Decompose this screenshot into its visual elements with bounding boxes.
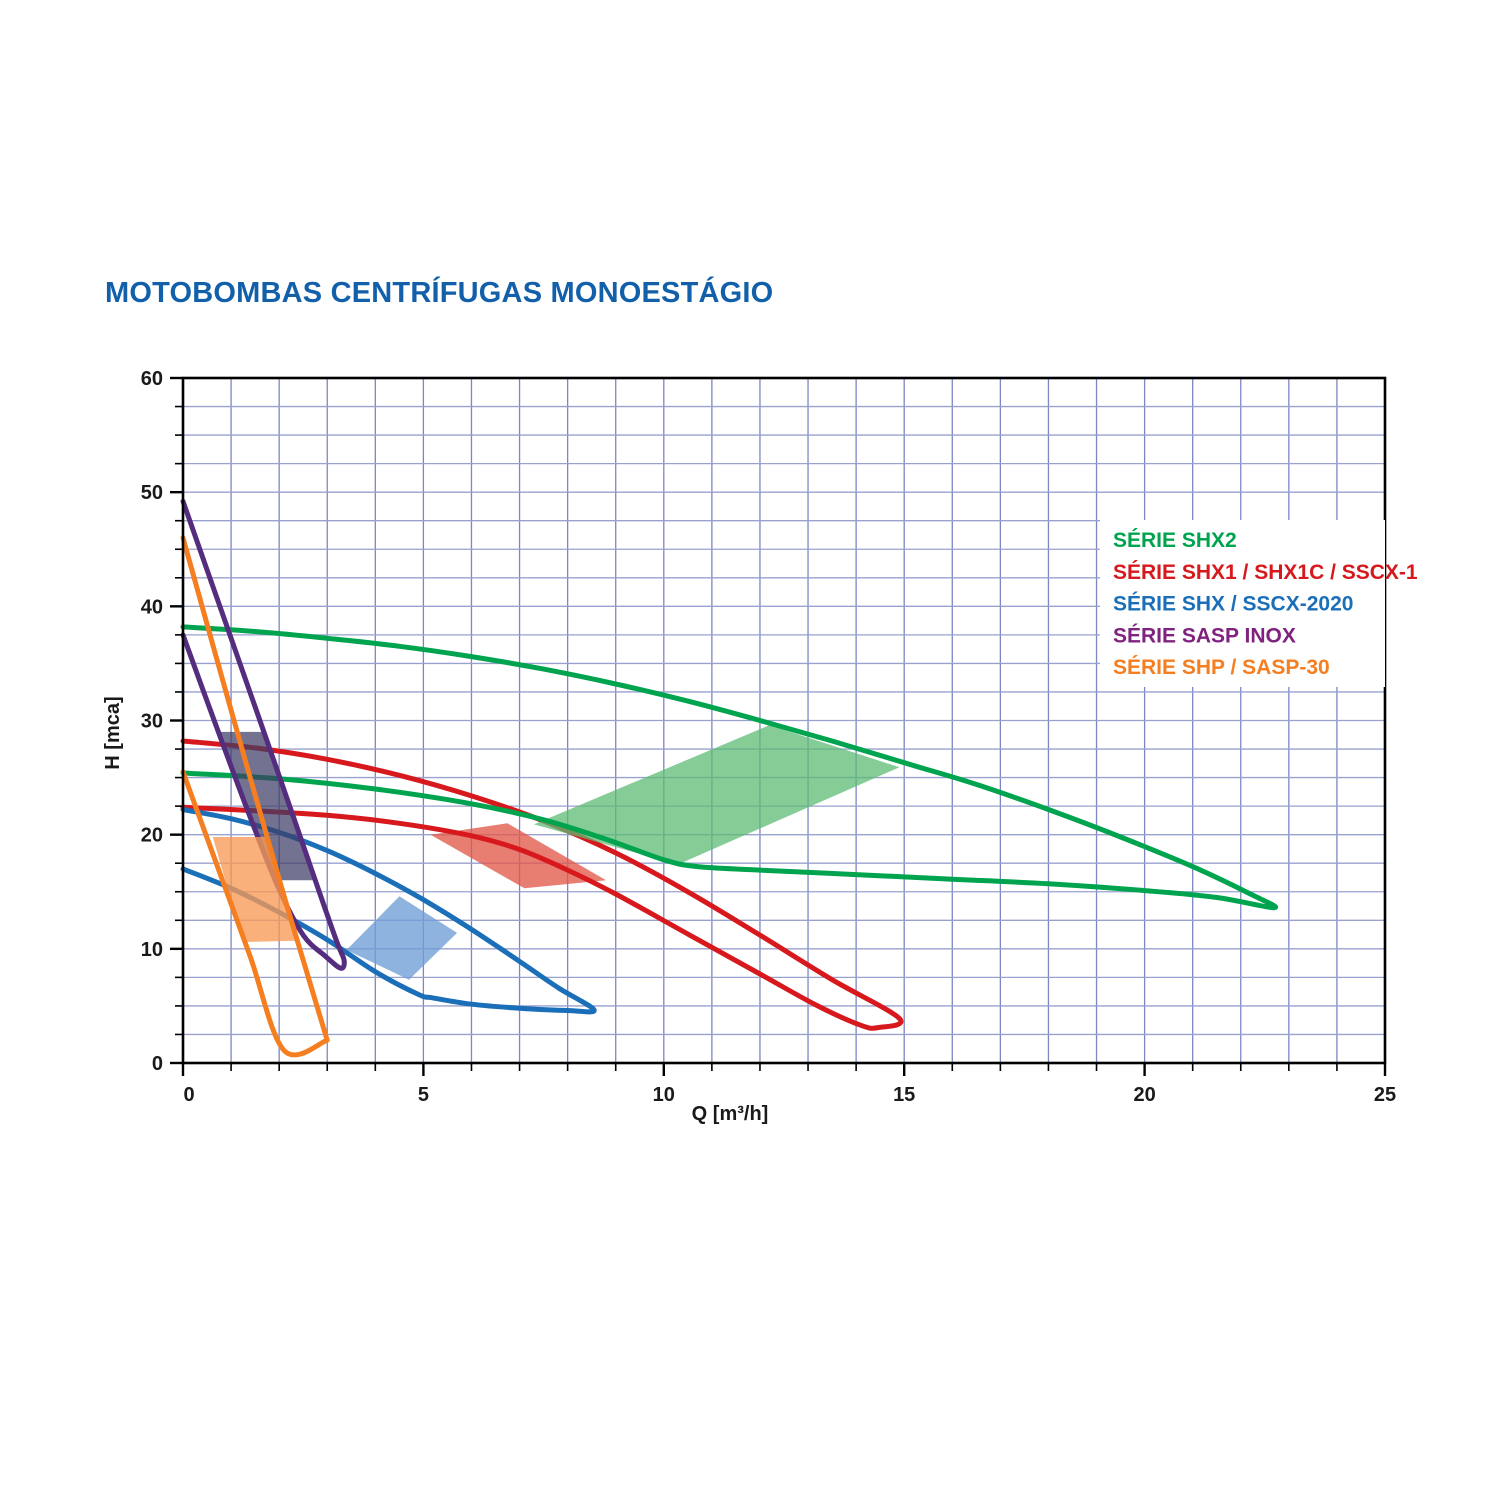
series-shp <box>180 535 330 1058</box>
series-shx2 <box>180 624 1279 911</box>
x-tick-label: 20 <box>1133 1084 1155 1106</box>
y-tick-label: 60 <box>141 368 163 390</box>
legend-item-shx1: SÉRIE SHX1 / SHX1C / SSCX-1 <box>1113 561 1418 584</box>
page-title: MOTOBOMBAS CENTRÍFUGAS MONOESTÁGIO <box>105 277 774 309</box>
x-tick-label: 5 <box>418 1084 429 1106</box>
operating-region-shx <box>346 896 458 980</box>
x-tick-label: 10 <box>653 1084 675 1106</box>
y-axis-title: H [mca] <box>102 696 124 769</box>
legend-item-shx2: SÉRIE SHX2 <box>1113 529 1237 552</box>
y-tick-label: 30 <box>141 711 163 733</box>
legend-item-shp: SÉRIE SHP / SASP-30 <box>1113 656 1330 679</box>
y-tick-label: 40 <box>141 596 163 618</box>
envelope-curve-shx1 <box>180 738 904 1031</box>
legend-item-shx: SÉRIE SHX / SSCX-2020 <box>1113 593 1353 616</box>
envelope-curve-sasp <box>180 498 347 971</box>
series-sasp <box>180 498 347 971</box>
envelope-curve-shp <box>180 535 330 1058</box>
operating-region-shx2 <box>534 725 900 865</box>
legend-box <box>1100 520 1385 687</box>
envelope-curve-shx2 <box>180 624 1279 911</box>
operating-region-shx1 <box>430 823 607 889</box>
operating-region-sasp <box>218 731 316 881</box>
x-tick-label: 15 <box>893 1084 915 1106</box>
y-tick-label: 0 <box>152 1053 163 1075</box>
x-axis-title: Q [m³/h] <box>692 1103 769 1125</box>
envelope-curve-shx <box>180 807 597 1015</box>
y-tick-label: 50 <box>141 482 163 504</box>
legend-item-sasp: SÉRIE SASP INOX <box>1113 624 1296 647</box>
y-tick-label: 20 <box>141 825 163 847</box>
x-tick-label: 25 <box>1374 1084 1396 1106</box>
series-shx1 <box>180 738 904 1031</box>
series-shx <box>180 807 597 1015</box>
legend: SÉRIE SHX2 SÉRIE SHX1 / SHX1C / SSCX-1 SÉR… <box>1100 520 1418 687</box>
y-tick-label: 10 <box>141 939 163 961</box>
x-tick-label: 0 <box>183 1084 194 1106</box>
